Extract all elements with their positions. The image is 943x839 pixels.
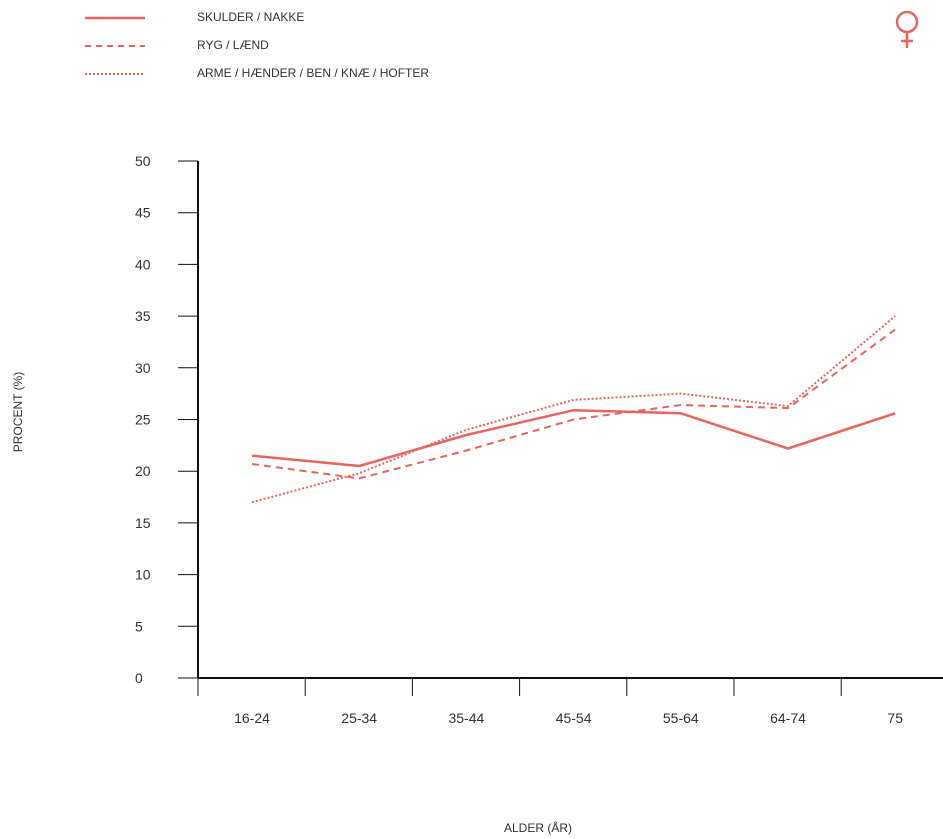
x-tick-label-64-74: 64-74 (770, 710, 806, 726)
legend-item-ryg-laend: RYG / LÆND (0, 36, 600, 56)
series-line-dotted (251, 315, 896, 504)
y-tick-label-10: 10 (135, 567, 151, 583)
chart-legend: SKULDER / NAKKE RYG / LÆND ARME / HÆNDER… (0, 0, 600, 90)
y-tick-label-25: 25 (135, 412, 151, 428)
x-tick-label-45-54: 45-54 (556, 710, 592, 726)
x-tick-label-75: 75 (887, 710, 903, 726)
y-tick-label-15: 15 (135, 515, 151, 531)
series-line-dashed (251, 328, 896, 480)
x-tick-label-55-64: 55-64 (663, 710, 699, 726)
x-axis-title: ALDER (ÅR) (504, 820, 572, 835)
legend-label-skulder-nakke: SKULDER / NAKKE (197, 10, 305, 24)
y-tick-label-0: 0 (135, 670, 143, 686)
x-tick-label-16-24: 16-24 (234, 710, 270, 726)
y-tick-label-5: 5 (135, 618, 143, 634)
legend-item-arme-haender: ARME / HÆNDER / BEN / KNÆ / HOFTER (0, 64, 600, 84)
y-tick-label-35: 35 (135, 308, 151, 324)
y-tick-label-45: 45 (135, 205, 151, 221)
x-tick-label-35-44: 35-44 (448, 710, 484, 726)
legend-swatch-dashed (85, 45, 145, 47)
x-tick-label-25-34: 25-34 (341, 710, 377, 726)
y-axis-title: PROCENT (%) (11, 372, 25, 452)
y-tick-label-20: 20 (135, 463, 151, 479)
y-tick-label-40: 40 (135, 256, 151, 272)
legend-item-skulder-nakke: SKULDER / NAKKE (0, 8, 600, 28)
legend-swatch-solid (85, 16, 145, 20)
legend-label-ryg-laend: RYG / LÆND (197, 38, 269, 52)
legend-label-arme-haender: ARME / HÆNDER / BEN / KNÆ / HOFTER (197, 66, 430, 80)
y-tick-label-30: 30 (135, 360, 151, 376)
female-symbol-icon (895, 10, 919, 48)
legend-swatch-dotted (85, 73, 145, 75)
series-line-solid (251, 408, 896, 468)
y-tick-label-50: 50 (135, 153, 151, 169)
